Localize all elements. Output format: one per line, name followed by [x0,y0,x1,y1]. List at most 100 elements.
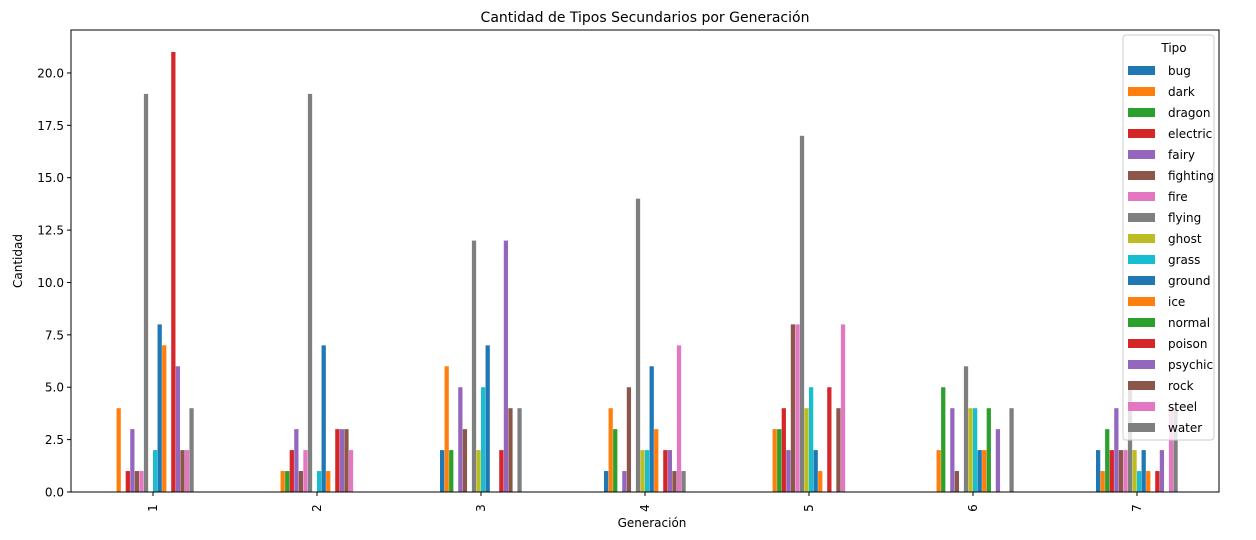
y-tick-label: 7.5 [45,328,64,342]
legend-swatch-psychic [1128,360,1155,369]
x-tick-label: 5 [802,504,816,512]
bar-water-gen-3 [517,408,522,492]
bar-ground-gen-5 [813,450,818,492]
legend-label-psychic: psychic [1168,358,1213,372]
bar-fire-gen-2 [303,450,308,492]
legend-label-fairy: fairy [1168,148,1195,162]
x-axis-label: Generación [618,516,687,530]
bar-flying-gen-6 [963,366,969,492]
bar-grass-gen-7 [1137,471,1142,492]
legend-label-poison: poison [1168,337,1208,351]
bar-grass-gen-4 [645,450,650,492]
legend-swatch-flying [1128,213,1155,222]
legend-swatch-ghost [1128,234,1155,243]
legend-label-grass: grass [1168,253,1200,267]
bar-fighting-gen-3 [462,429,468,492]
x-tick-label: 3 [474,504,488,512]
bar-dragon-gen-7 [1105,429,1110,492]
legend-swatch-steel [1128,402,1155,411]
legend-label-dragon: dragon [1168,106,1210,120]
bar-rock-gen-3 [508,408,513,492]
bar-psychic-gen-1 [175,366,181,492]
y-tick-label: 5.0 [45,381,64,395]
legend-label-dark: dark [1168,85,1195,99]
bar-dark-gen-5 [772,429,777,492]
x-tick-label: 1 [146,504,160,512]
bar-bug-gen-4 [604,471,609,492]
x-tick-label: 6 [966,504,980,512]
bar-poison-gen-7 [1155,471,1160,492]
bar-water-gen-7 [1173,408,1178,492]
bar-ice-gen-2 [326,471,331,492]
bar-dark-gen-3 [444,366,449,492]
bar-fighting-gen-7 [1118,450,1124,492]
legend-label-fire: fire [1168,190,1188,204]
bar-flying-gen-2 [307,93,313,493]
bars-group [116,52,1178,493]
legend-swatch-normal [1128,318,1155,327]
y-axis: 0.0 2.5 5.0 7.5 10.0 12.5 15.0 17.5 20.0 [37,66,71,500]
legend-label-rock: rock [1168,379,1194,393]
legend-label-water: water [1168,421,1202,435]
bar-grass-gen-6 [973,408,978,492]
bar-dragon-gen-2 [285,471,290,492]
bar-dark-gen-4 [608,408,613,492]
bar-grass-gen-5 [809,387,814,492]
bar-psychic-gen-2 [339,429,345,492]
legend-label-normal: normal [1168,316,1210,330]
bar-steel-gen-2 [348,450,354,492]
legend-items: bug dark dragon electric fairy fighting fire fl… [1128,64,1214,435]
legend-swatch-grass [1128,255,1155,264]
bar-flying-gen-5 [799,135,805,492]
bar-ice-gen-5 [818,471,823,492]
bar-dark-gen-6 [936,450,941,492]
legend-swatch-dark [1128,87,1155,96]
legend-swatch-rock [1128,381,1155,390]
bar-fairy-gen-5 [786,450,791,492]
legend-label-ice: ice [1168,295,1185,309]
legend-swatch-fairy [1128,150,1155,159]
bar-water-gen-6 [1009,408,1014,492]
bar-fighting-gen-2 [298,471,304,492]
bar-poison-gen-3 [499,450,504,492]
bar-ground-gen-2 [321,345,326,492]
legend-label-bug: bug [1168,64,1191,78]
x-axis: 1 2 3 4 5 6 7 [146,492,1144,512]
bar-poison-gen-5 [827,387,832,492]
bar-rock-gen-4 [672,471,677,492]
bar-flying-gen-3 [471,240,477,492]
bar-ground-gen-4 [649,366,654,492]
bar-ice-gen-6 [982,450,987,492]
y-tick-label: 2.5 [45,433,64,447]
bar-rock-gen-5 [836,408,841,492]
bar-dark-gen-2 [280,471,285,492]
bar-steel-gen-4 [676,345,682,492]
bar-dragon-gen-6 [941,387,946,492]
bar-fairy-gen-7 [1114,408,1119,492]
bar-psychic-gen-6 [995,429,1001,492]
bar-ghost-gen-5 [804,408,809,492]
legend-swatch-bug [1128,66,1155,75]
legend-label-electric: electric [1168,127,1212,141]
bar-ice-gen-1 [162,345,167,492]
bar-grass-gen-3 [481,387,486,492]
bar-ground-gen-7 [1141,450,1146,492]
bar-dragon-gen-3 [449,450,454,492]
legend: Tipo bug dark dragon electric fairy fighting f… [1122,34,1215,441]
legend-swatch-water [1128,423,1155,432]
y-tick-label: 12.5 [37,224,64,238]
y-tick-label: 17.5 [37,119,64,133]
bar-ground-gen-6 [977,450,982,492]
bar-ground-gen-3 [485,345,490,492]
bar-steel-gen-1 [184,450,190,492]
legend-swatch-electric [1128,129,1155,138]
bar-fighting-gen-4 [626,387,632,492]
bar-dragon-gen-5 [777,429,782,492]
bar-fighting-gen-5 [790,324,796,492]
bar-fire-gen-7 [1123,450,1128,492]
legend-swatch-ground [1128,276,1155,285]
legend-label-steel: steel [1168,400,1197,414]
legend-swatch-ice [1128,297,1155,306]
